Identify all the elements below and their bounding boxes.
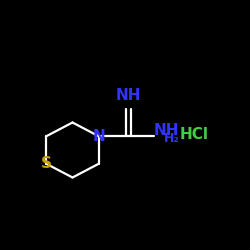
- Text: H₂: H₂: [164, 132, 180, 145]
- Text: N: N: [92, 129, 105, 144]
- Text: S: S: [41, 156, 52, 171]
- Text: NH: NH: [154, 123, 179, 138]
- Text: HCl: HCl: [180, 127, 209, 142]
- Text: NH: NH: [116, 88, 141, 102]
